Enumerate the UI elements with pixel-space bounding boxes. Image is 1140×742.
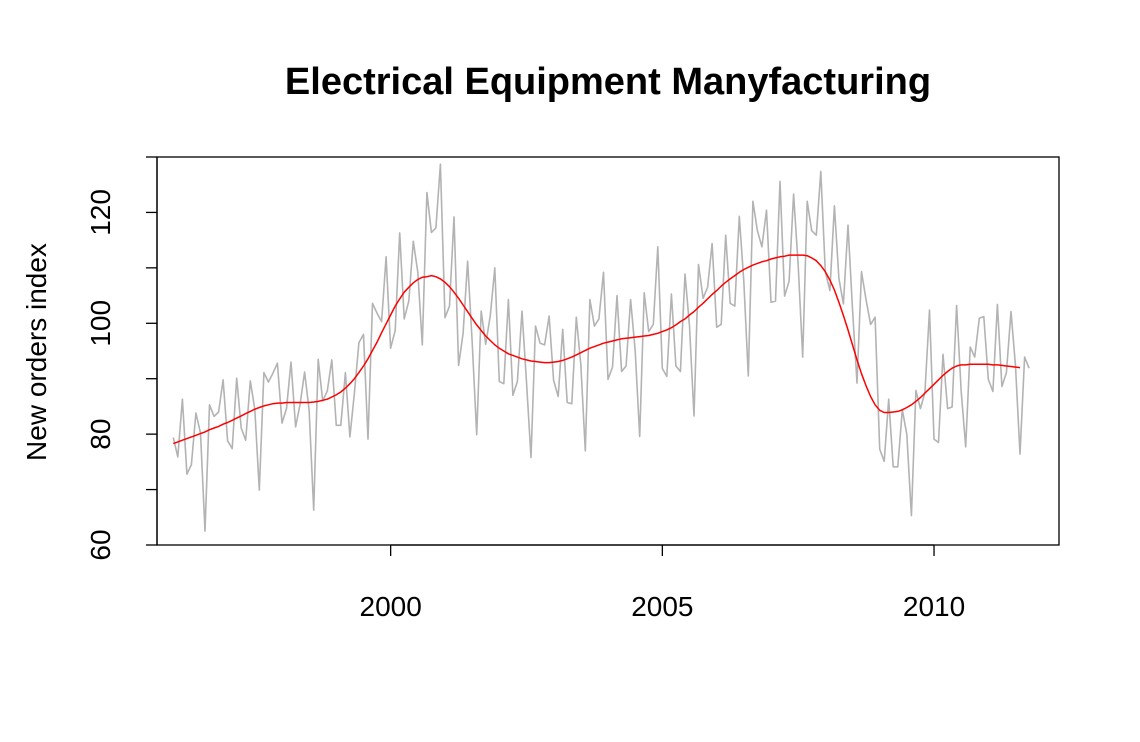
x-tick-label: 2010 (903, 591, 965, 622)
y-tick-label: 120 (85, 189, 116, 236)
plot-frame (156, 156, 1060, 546)
y-tick-label: 60 (85, 529, 116, 560)
x-tick-label: 2000 (360, 591, 422, 622)
series-layer (172, 163, 1030, 532)
raw-series-line (172, 163, 1030, 532)
x-axis: 2000 2005 2010 (360, 544, 965, 622)
y-axis: 60 80 100 120 (85, 156, 158, 561)
y-tick-label: 100 (85, 300, 116, 347)
trend-series-line (173, 254, 1021, 445)
chart-title: Electrical Equipment Manyfacturing (285, 61, 931, 103)
y-tick-label: 80 (85, 419, 116, 450)
y-axis-label: New orders index (21, 243, 52, 461)
x-tick-label: 2005 (631, 591, 693, 622)
